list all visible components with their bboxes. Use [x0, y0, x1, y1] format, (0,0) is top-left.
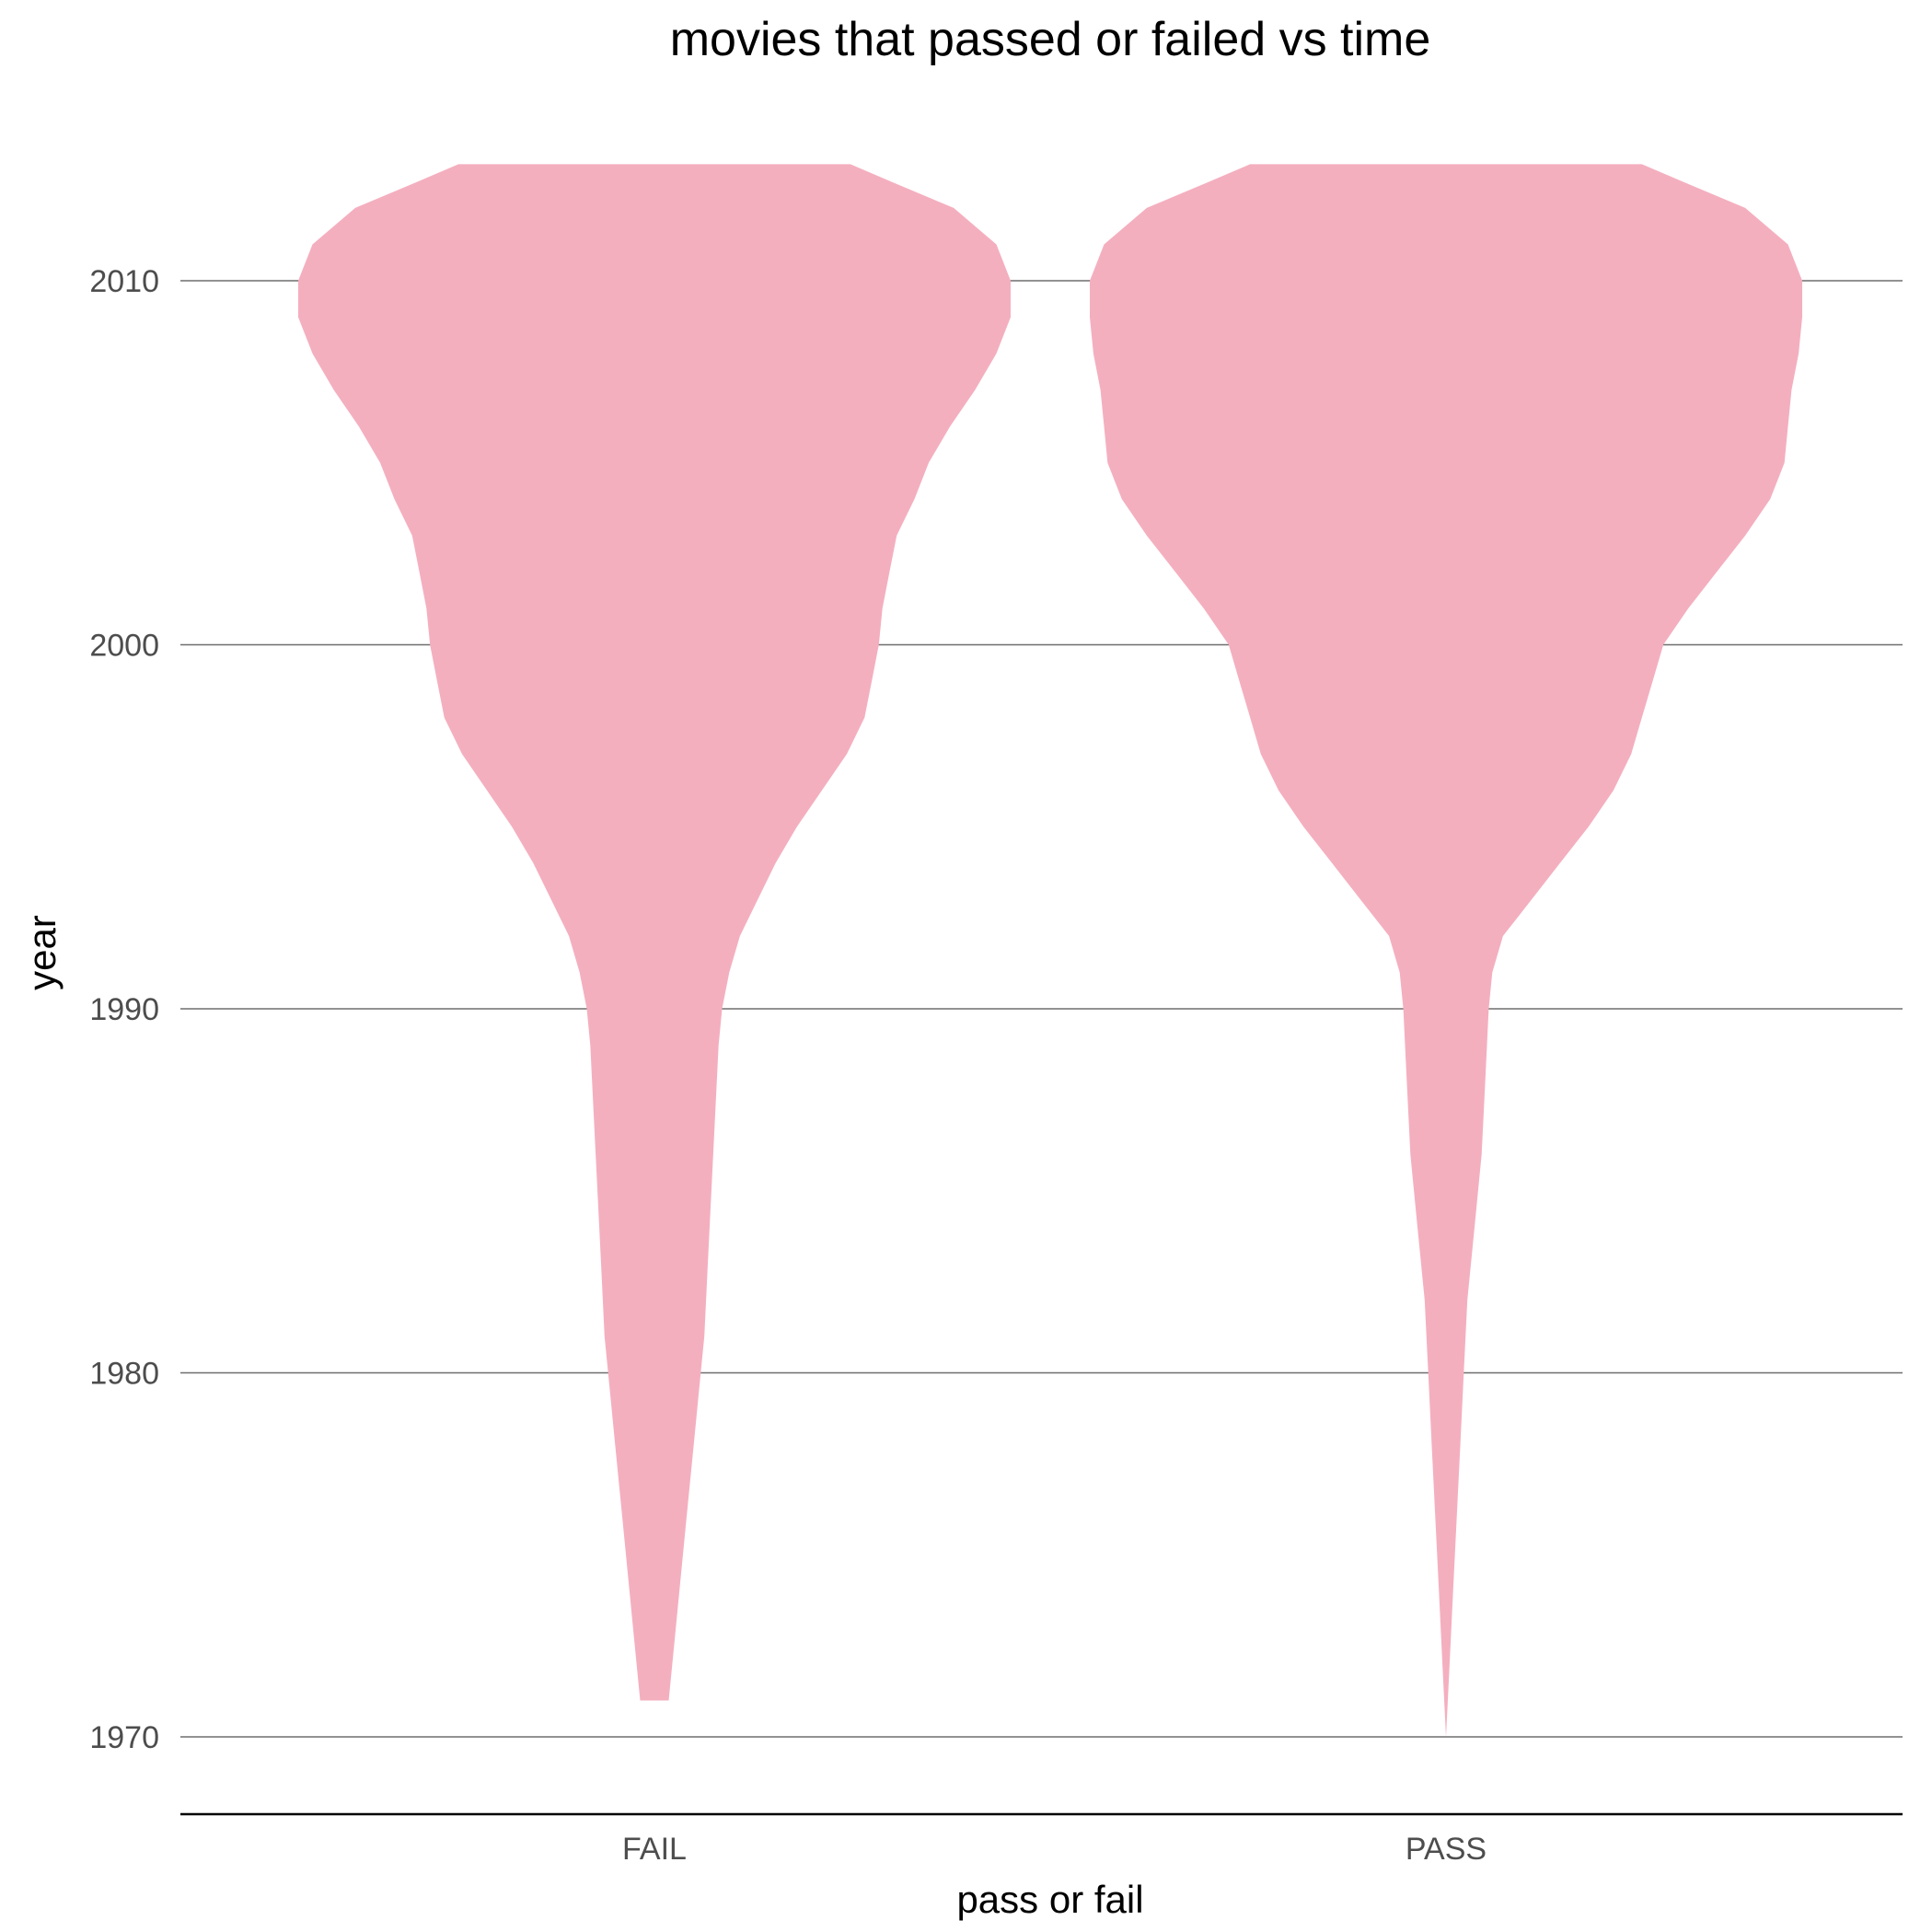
violin-fail: [298, 164, 1011, 1701]
x-axis-ticks: FAIL PASS: [622, 1832, 1487, 1867]
x-tick-label-pass: PASS: [1406, 1832, 1487, 1867]
y-tick-label: 2000: [89, 629, 159, 664]
y-axis-ticks: 1970 1980 1990 2000 2010: [89, 264, 159, 1755]
x-tick-label-fail: FAIL: [622, 1832, 687, 1867]
violin-pass: [1090, 164, 1802, 1737]
chart-title: movies that passed or failed vs time: [670, 13, 1431, 66]
y-tick-label: 1980: [89, 1357, 159, 1392]
y-tick-label: 1990: [89, 992, 159, 1027]
violins: [298, 164, 1802, 1737]
y-tick-label: 2010: [89, 264, 159, 299]
x-axis-title: pass or fail: [956, 1878, 1143, 1921]
y-tick-label: 1970: [89, 1720, 159, 1755]
y-axis-title: year: [20, 915, 64, 990]
